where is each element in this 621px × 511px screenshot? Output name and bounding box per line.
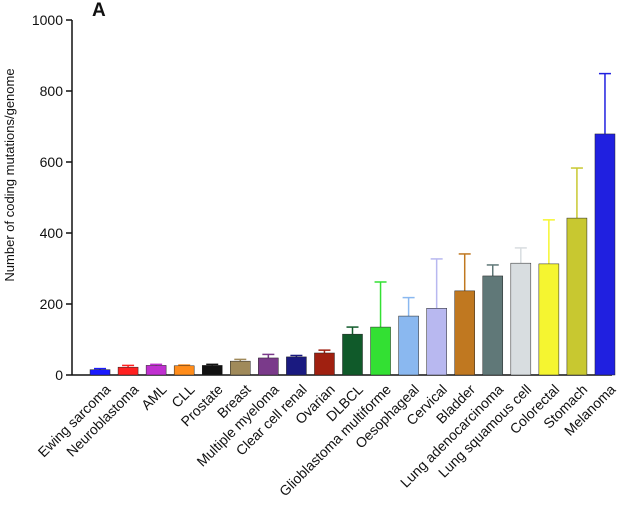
panel-label: A [92, 0, 106, 21]
bar [342, 333, 363, 376]
bar [482, 275, 504, 376]
bar [426, 308, 447, 376]
bar [566, 217, 588, 376]
bar [117, 366, 139, 376]
bar [398, 315, 419, 376]
y-tick-label: 1000 [32, 12, 63, 28]
bar [454, 290, 475, 376]
bar [258, 357, 279, 376]
bar [173, 365, 195, 376]
y-tick-label: 0 [55, 367, 63, 383]
bar [510, 262, 532, 376]
y-tick-label: 400 [40, 225, 64, 241]
bar [538, 263, 560, 376]
bar [286, 356, 307, 376]
y-tick-label: 600 [40, 154, 64, 170]
bar [370, 326, 391, 376]
y-tick-label: 200 [40, 296, 64, 312]
bar [201, 365, 223, 376]
y-axis-label: Number of coding mutations/genome [2, 68, 17, 281]
y-tick-label: 800 [40, 83, 64, 99]
bar [89, 369, 111, 376]
bar [230, 360, 251, 376]
bar [145, 365, 167, 376]
bar [594, 133, 616, 376]
x-tick-label: AML [138, 381, 170, 413]
bar [314, 352, 335, 376]
